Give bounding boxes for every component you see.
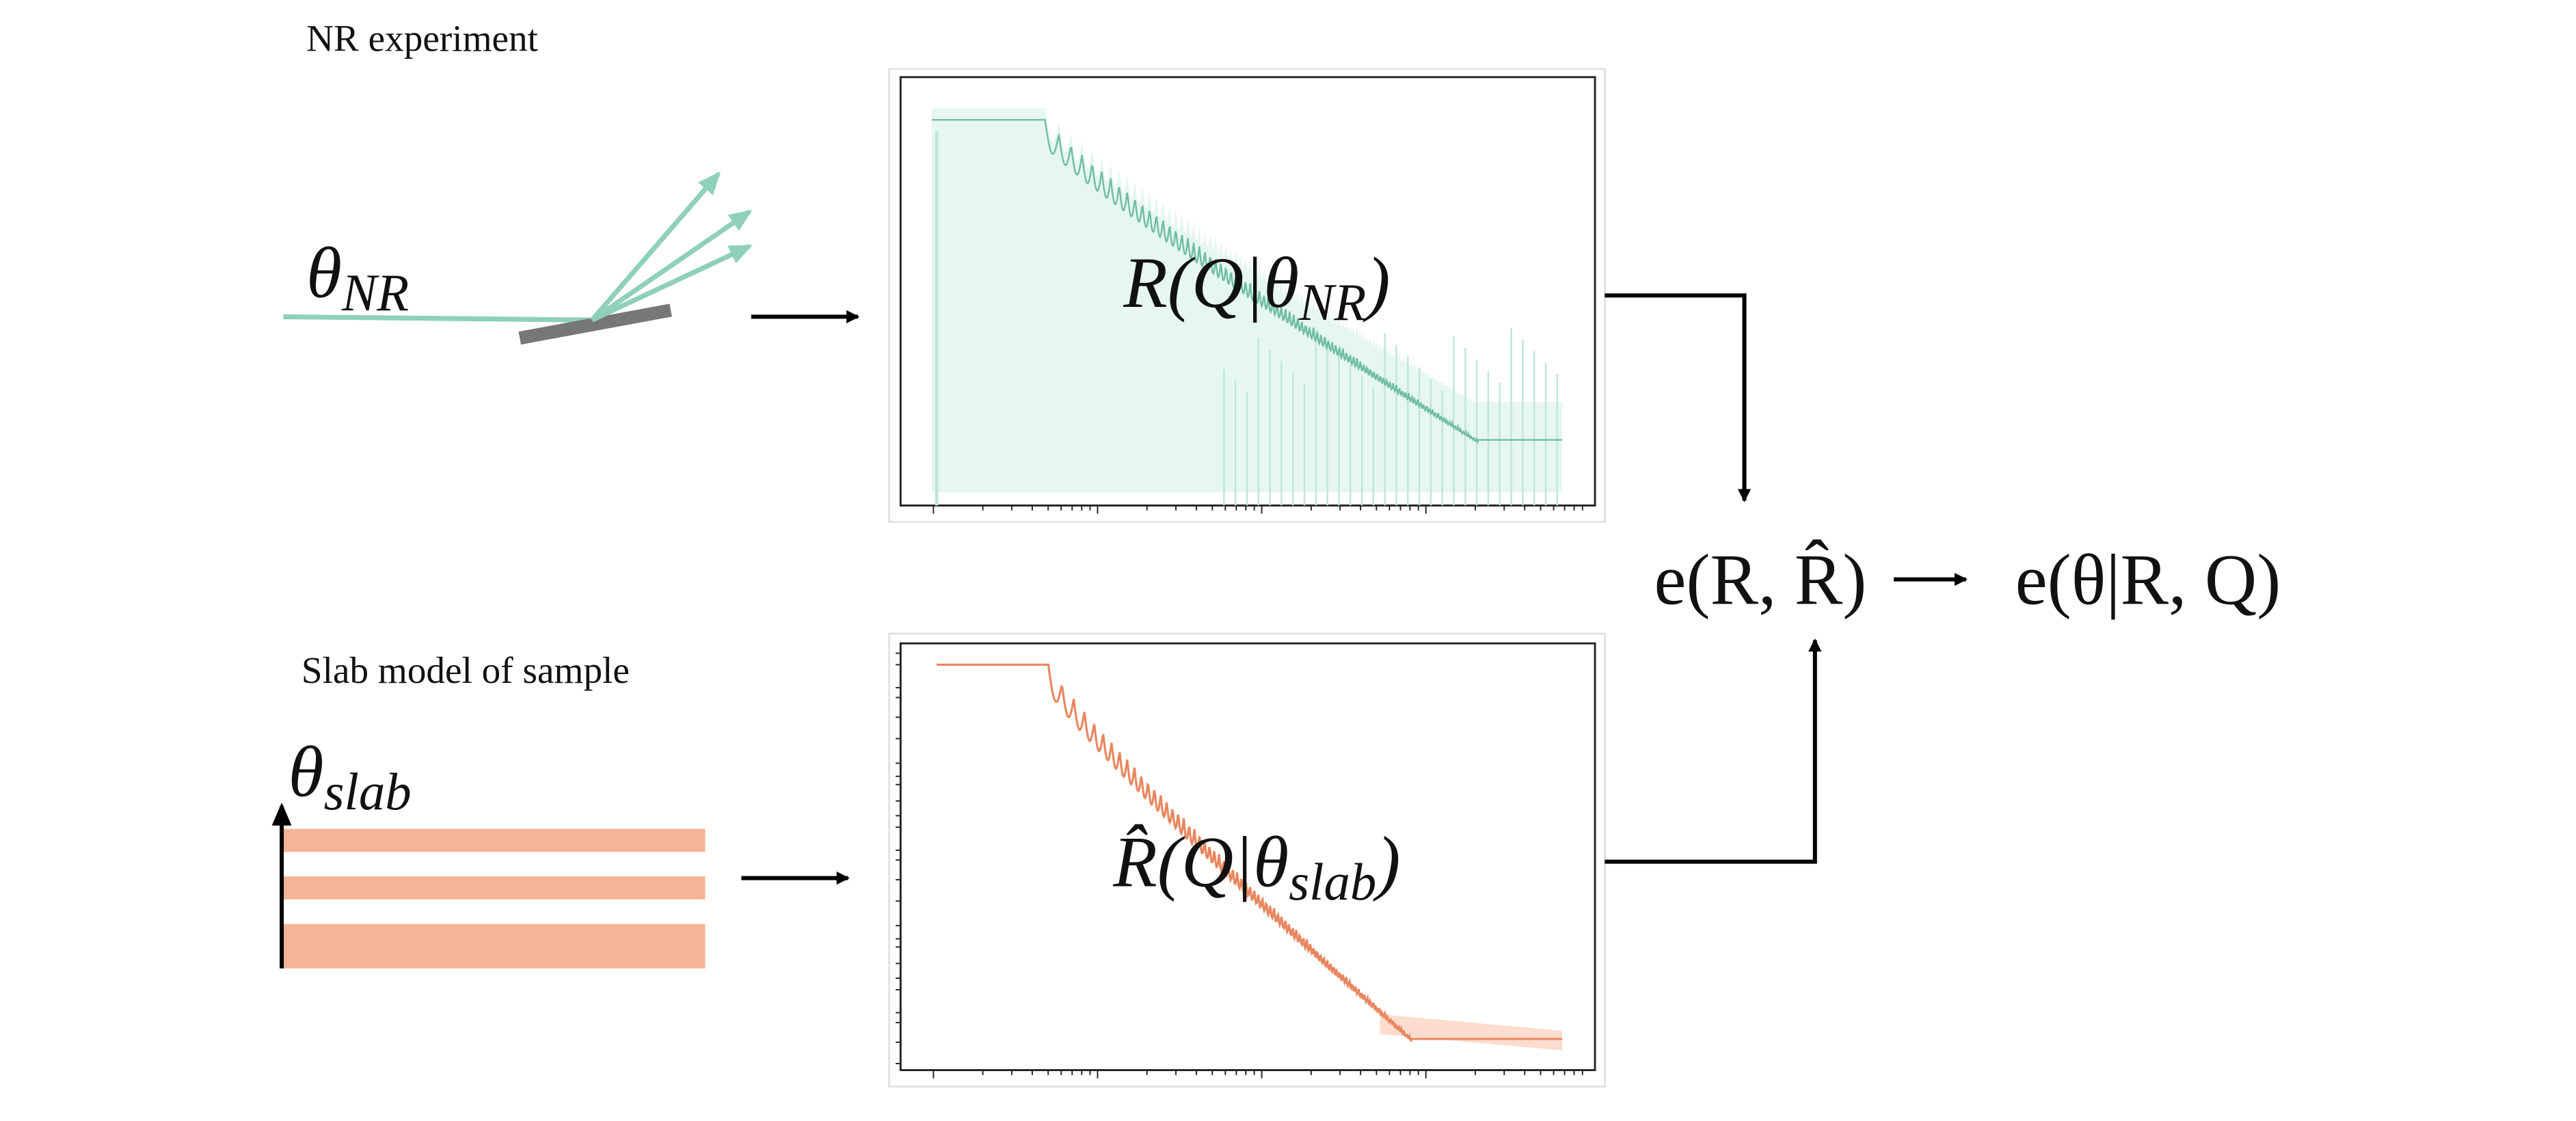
slab-layer bbox=[283, 923, 706, 969]
slab-layer bbox=[283, 876, 706, 900]
close: ) bbox=[1363, 243, 1390, 323]
subscript: slab bbox=[324, 763, 412, 821]
incident-beam bbox=[283, 314, 592, 323]
slab-plot-label: R̂(Q|θslab) bbox=[1112, 822, 1400, 911]
reflected-beam bbox=[591, 243, 753, 323]
uncertainty-band bbox=[1380, 1014, 1562, 1051]
slab-layer bbox=[283, 828, 706, 852]
main: R(Q|θ bbox=[1123, 243, 1299, 323]
symbol: θ bbox=[289, 732, 324, 812]
subscript: NR bbox=[1298, 273, 1366, 332]
slab-label: Slab model of sample bbox=[301, 649, 630, 691]
symbol: θ bbox=[306, 233, 342, 313]
nr-label: NR experiment bbox=[306, 17, 539, 59]
reflected-beam bbox=[590, 209, 753, 323]
nr-plot-label: R(Q|θNR) bbox=[1123, 243, 1390, 332]
close: ) bbox=[1373, 822, 1400, 902]
reflectivity bbox=[937, 663, 1562, 1042]
sample-plate bbox=[518, 303, 672, 345]
error-label: e(R, R̂) bbox=[1654, 539, 1866, 620]
posterior-label: e(θ|R, Q) bbox=[2015, 540, 2281, 620]
slab-parameter: θslab bbox=[289, 732, 412, 821]
subscript: NR bbox=[341, 264, 409, 322]
arrow bbox=[1605, 638, 1822, 864]
nr-parameter: θNR bbox=[306, 233, 409, 322]
reflectivity bbox=[931, 119, 1562, 445]
slab-curve bbox=[896, 652, 1583, 1079]
reflected-beam bbox=[590, 171, 721, 322]
plot-axes bbox=[899, 642, 1596, 1072]
subscript: slab bbox=[1289, 853, 1376, 911]
arrow bbox=[1605, 293, 1752, 502]
nr-curve bbox=[931, 108, 1583, 514]
main: R̂(Q|θ bbox=[1112, 822, 1289, 902]
